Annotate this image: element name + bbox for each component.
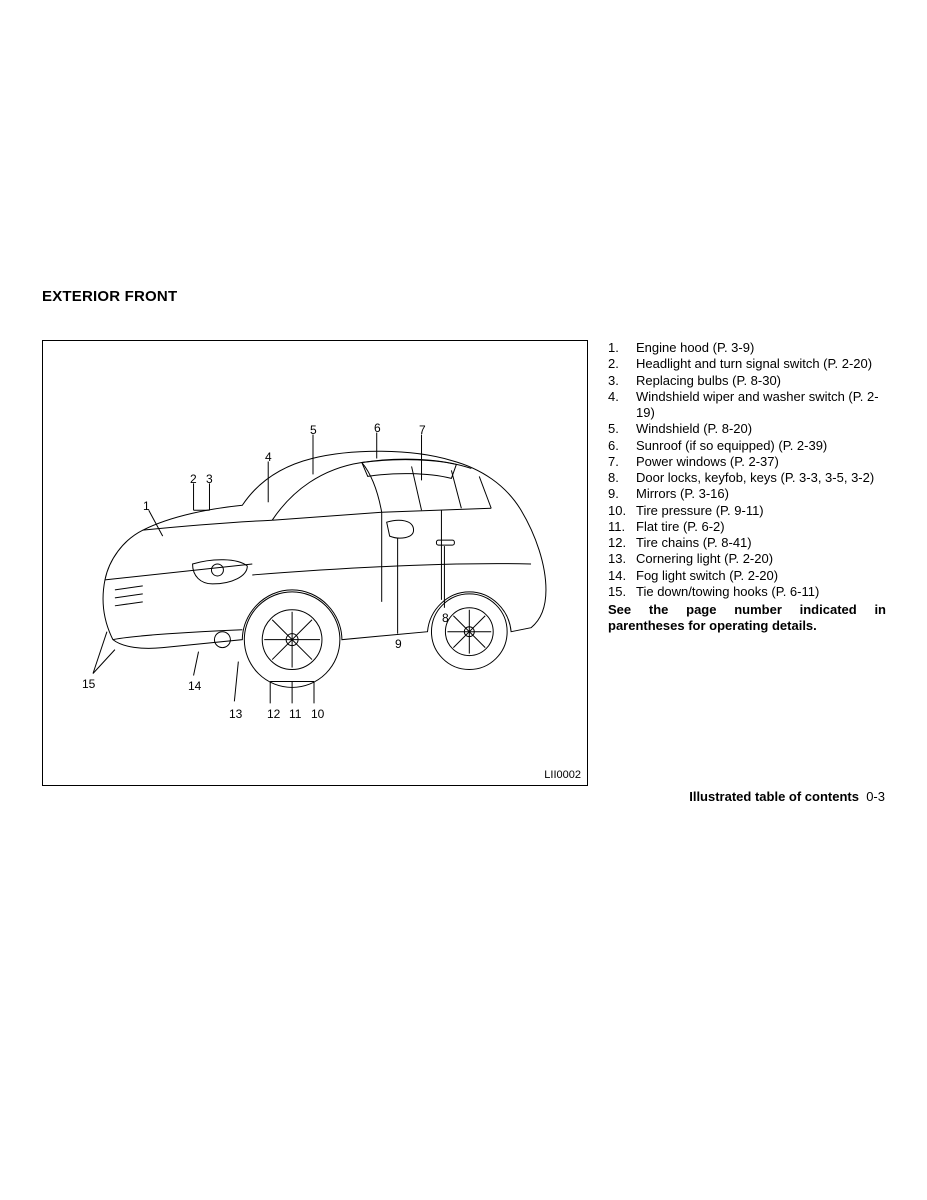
manual-page: EXTERIOR FRONT bbox=[0, 0, 927, 1200]
callout-label: 4 bbox=[265, 450, 272, 464]
section-title: EXTERIOR FRONT bbox=[42, 288, 177, 305]
legend-item-number: 5. bbox=[608, 421, 636, 437]
figure-code: LII0002 bbox=[544, 769, 581, 781]
callout-label: 9 bbox=[395, 637, 402, 651]
legend-item: 6.Sunroof (if so equipped) (P. 2-39) bbox=[608, 438, 886, 454]
legend-item-text: Cornering light (P. 2-20) bbox=[636, 551, 886, 567]
legend-item: 8.Door locks, keyfob, keys (P. 3-3, 3-5,… bbox=[608, 470, 886, 486]
callout-label: 6 bbox=[374, 421, 381, 435]
legend-item-text: Sunroof (if so equipped) (P. 2-39) bbox=[636, 438, 886, 454]
legend-item-text: Power windows (P. 2-37) bbox=[636, 454, 886, 470]
legend-item: 9.Mirrors (P. 3-16) bbox=[608, 486, 886, 502]
legend-item: 1.Engine hood (P. 3-9) bbox=[608, 340, 886, 356]
legend-item-number: 1. bbox=[608, 340, 636, 356]
legend-item-number: 13. bbox=[608, 551, 636, 567]
callout-label: 1 bbox=[143, 499, 150, 513]
legend-item-text: Tire chains (P. 8-41) bbox=[636, 535, 886, 551]
legend-item-text: Replacing bulbs (P. 8-30) bbox=[636, 373, 886, 389]
legend-item: 5.Windshield (P. 8-20) bbox=[608, 421, 886, 437]
legend-note: See the page number indicated in parenth… bbox=[608, 602, 886, 635]
legend-item-text: Door locks, keyfob, keys (P. 3-3, 3-5, 3… bbox=[636, 470, 886, 486]
legend-item: 4.Windshield wiper and washer switch (P.… bbox=[608, 389, 886, 422]
callout-label: 3 bbox=[206, 472, 213, 486]
figure-box: 123456789101112131415 LII0002 bbox=[42, 340, 588, 786]
legend-item: 12.Tire chains (P. 8-41) bbox=[608, 535, 886, 551]
legend-item-number: 2. bbox=[608, 356, 636, 372]
legend-item: 11.Flat tire (P. 6-2) bbox=[608, 519, 886, 535]
legend-item-number: 14. bbox=[608, 568, 636, 584]
legend-item-text: Tire pressure (P. 9-11) bbox=[636, 503, 886, 519]
legend-item-text: Windshield wiper and washer switch (P. 2… bbox=[636, 389, 886, 422]
callout-label: 14 bbox=[188, 679, 201, 693]
callout-label: 2 bbox=[190, 472, 197, 486]
legend-item-number: 6. bbox=[608, 438, 636, 454]
callout-label: 5 bbox=[310, 423, 317, 437]
callout-label: 7 bbox=[419, 423, 426, 437]
legend-item-number: 12. bbox=[608, 535, 636, 551]
legend-item-text: Fog light switch (P. 2-20) bbox=[636, 568, 886, 584]
legend-item-number: 8. bbox=[608, 470, 636, 486]
page-footer: Illustrated table of contents 0-3 bbox=[689, 789, 885, 804]
callout-label: 8 bbox=[442, 611, 449, 625]
legend-item: 7.Power windows (P. 2-37) bbox=[608, 454, 886, 470]
legend-item-text: Mirrors (P. 3-16) bbox=[636, 486, 886, 502]
legend-item-text: Engine hood (P. 3-9) bbox=[636, 340, 886, 356]
legend-item-number: 7. bbox=[608, 454, 636, 470]
callout-label: 12 bbox=[267, 707, 280, 721]
footer-label: Illustrated table of contents bbox=[689, 789, 859, 804]
legend-item: 15.Tie down/towing hooks (P. 6-11) bbox=[608, 584, 886, 600]
footer-page-number: 0-3 bbox=[866, 789, 885, 804]
legend-list: 1.Engine hood (P. 3-9)2.Headlight and tu… bbox=[608, 340, 886, 600]
legend-item-text: Tie down/towing hooks (P. 6-11) bbox=[636, 584, 886, 600]
legend-item-number: 9. bbox=[608, 486, 636, 502]
legend-item-number: 4. bbox=[608, 389, 636, 422]
legend-item-number: 3. bbox=[608, 373, 636, 389]
legend-item: 10.Tire pressure (P. 9-11) bbox=[608, 503, 886, 519]
legend-item-text: Flat tire (P. 6-2) bbox=[636, 519, 886, 535]
legend-item: 3.Replacing bulbs (P. 8-30) bbox=[608, 373, 886, 389]
legend-item-number: 11. bbox=[608, 519, 636, 535]
legend-item-text: Windshield (P. 8-20) bbox=[636, 421, 886, 437]
callout-label: 10 bbox=[311, 707, 324, 721]
legend: 1.Engine hood (P. 3-9)2.Headlight and tu… bbox=[608, 340, 886, 635]
legend-item-text: Headlight and turn signal switch (P. 2-2… bbox=[636, 356, 886, 372]
legend-item: 14.Fog light switch (P. 2-20) bbox=[608, 568, 886, 584]
callout-label: 11 bbox=[289, 707, 301, 721]
legend-item: 2.Headlight and turn signal switch (P. 2… bbox=[608, 356, 886, 372]
callout-label: 13 bbox=[229, 707, 242, 721]
legend-item-number: 15. bbox=[608, 584, 636, 600]
callout-label: 15 bbox=[82, 677, 95, 691]
legend-item: 13.Cornering light (P. 2-20) bbox=[608, 551, 886, 567]
legend-item-number: 10. bbox=[608, 503, 636, 519]
